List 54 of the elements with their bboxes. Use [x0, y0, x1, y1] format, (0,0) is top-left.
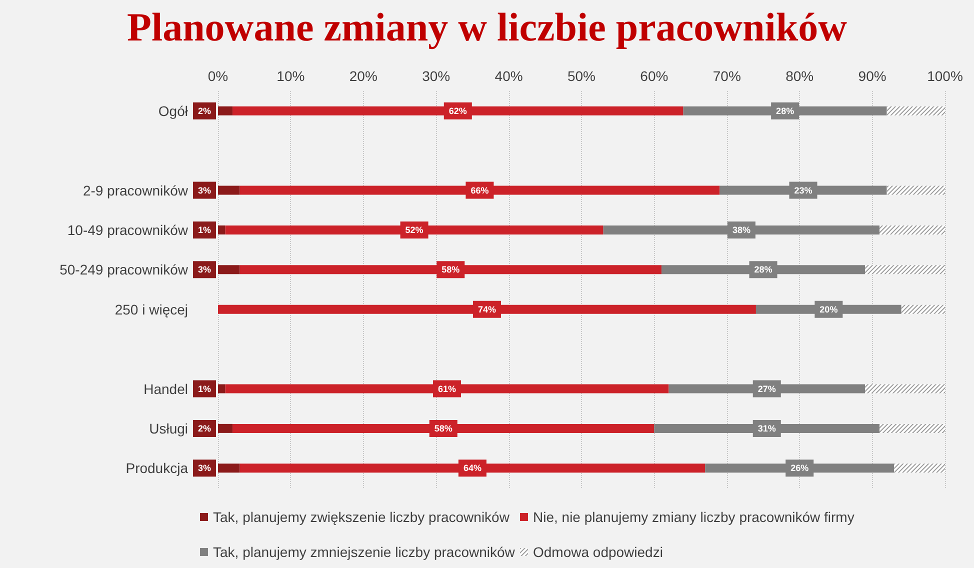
legend-label: Tak, planujemy zmniejszenie liczby pracowników: [213, 544, 516, 560]
legend-label: Odmowa odpowiedzi: [533, 544, 663, 560]
data-label: 3%: [198, 264, 211, 275]
x-tick-label: 50%: [567, 68, 596, 84]
data-label: 3%: [198, 185, 211, 196]
y-tick-label: Handel: [144, 380, 188, 397]
data-label: 58%: [434, 423, 452, 434]
data-label: 23%: [794, 185, 812, 196]
y-tick-label: 2-9 pracowników: [82, 182, 189, 198]
data-label: 20%: [820, 304, 838, 314]
bar: [218, 186, 240, 195]
x-tick-label: 80%: [786, 68, 814, 84]
data-label: 2%: [198, 423, 211, 434]
x-tick-label: 100%: [927, 68, 963, 84]
y-tick-label: 250 i więcej: [114, 301, 188, 318]
data-label: 2%: [198, 106, 211, 116]
data-label: 38%: [732, 224, 750, 235]
data-label: 1%: [198, 224, 211, 235]
bar: [218, 464, 240, 473]
legend-label: Nie, nie planujemy zmiany liczby pracowników firmy: [533, 509, 854, 525]
x-tick-label: 90%: [858, 68, 886, 84]
bar: [218, 384, 226, 394]
data-label: 27%: [758, 384, 776, 394]
data-label: 28%: [754, 264, 772, 275]
y-tick-label: 50-249 pracowników: [60, 262, 189, 278]
chart-title: Planowane zmiany w liczbie pracowników: [127, 4, 848, 50]
bar: [218, 106, 233, 116]
y-tick-label: 10-49 pracowników: [67, 222, 189, 238]
bar: [218, 265, 240, 274]
bar: [218, 225, 226, 234]
x-tick-label: 20%: [349, 68, 378, 84]
x-tick-label: 40%: [494, 68, 523, 84]
x-tick-label: 60%: [640, 68, 668, 84]
data-label: 61%: [438, 384, 456, 394]
y-tick-label: Ogół: [158, 102, 189, 119]
y-tick-label: Produkcja: [126, 460, 188, 476]
data-label: 66%: [470, 185, 489, 196]
x-tick-label: 0%: [208, 68, 228, 84]
data-label: 74%: [478, 304, 496, 314]
data-label: 28%: [776, 106, 794, 116]
data-label: 58%: [442, 264, 460, 275]
data-label: 52%: [405, 224, 424, 235]
data-label: 1%: [198, 384, 211, 394]
data-label: 62%: [448, 106, 467, 116]
data-label: 64%: [463, 463, 482, 474]
x-tick-label: 10%: [276, 68, 305, 84]
data-label: 26%: [790, 463, 809, 474]
legend-label: Tak, planujemy zwiększenie liczby pracowników: [213, 509, 510, 525]
data-label: 3%: [198, 463, 211, 474]
data-label: 31%: [758, 423, 776, 434]
y-tick-label: Usługi: [149, 420, 188, 436]
bar: [218, 424, 233, 433]
x-tick-label: 30%: [422, 68, 450, 84]
x-tick-label: 70%: [712, 68, 741, 84]
